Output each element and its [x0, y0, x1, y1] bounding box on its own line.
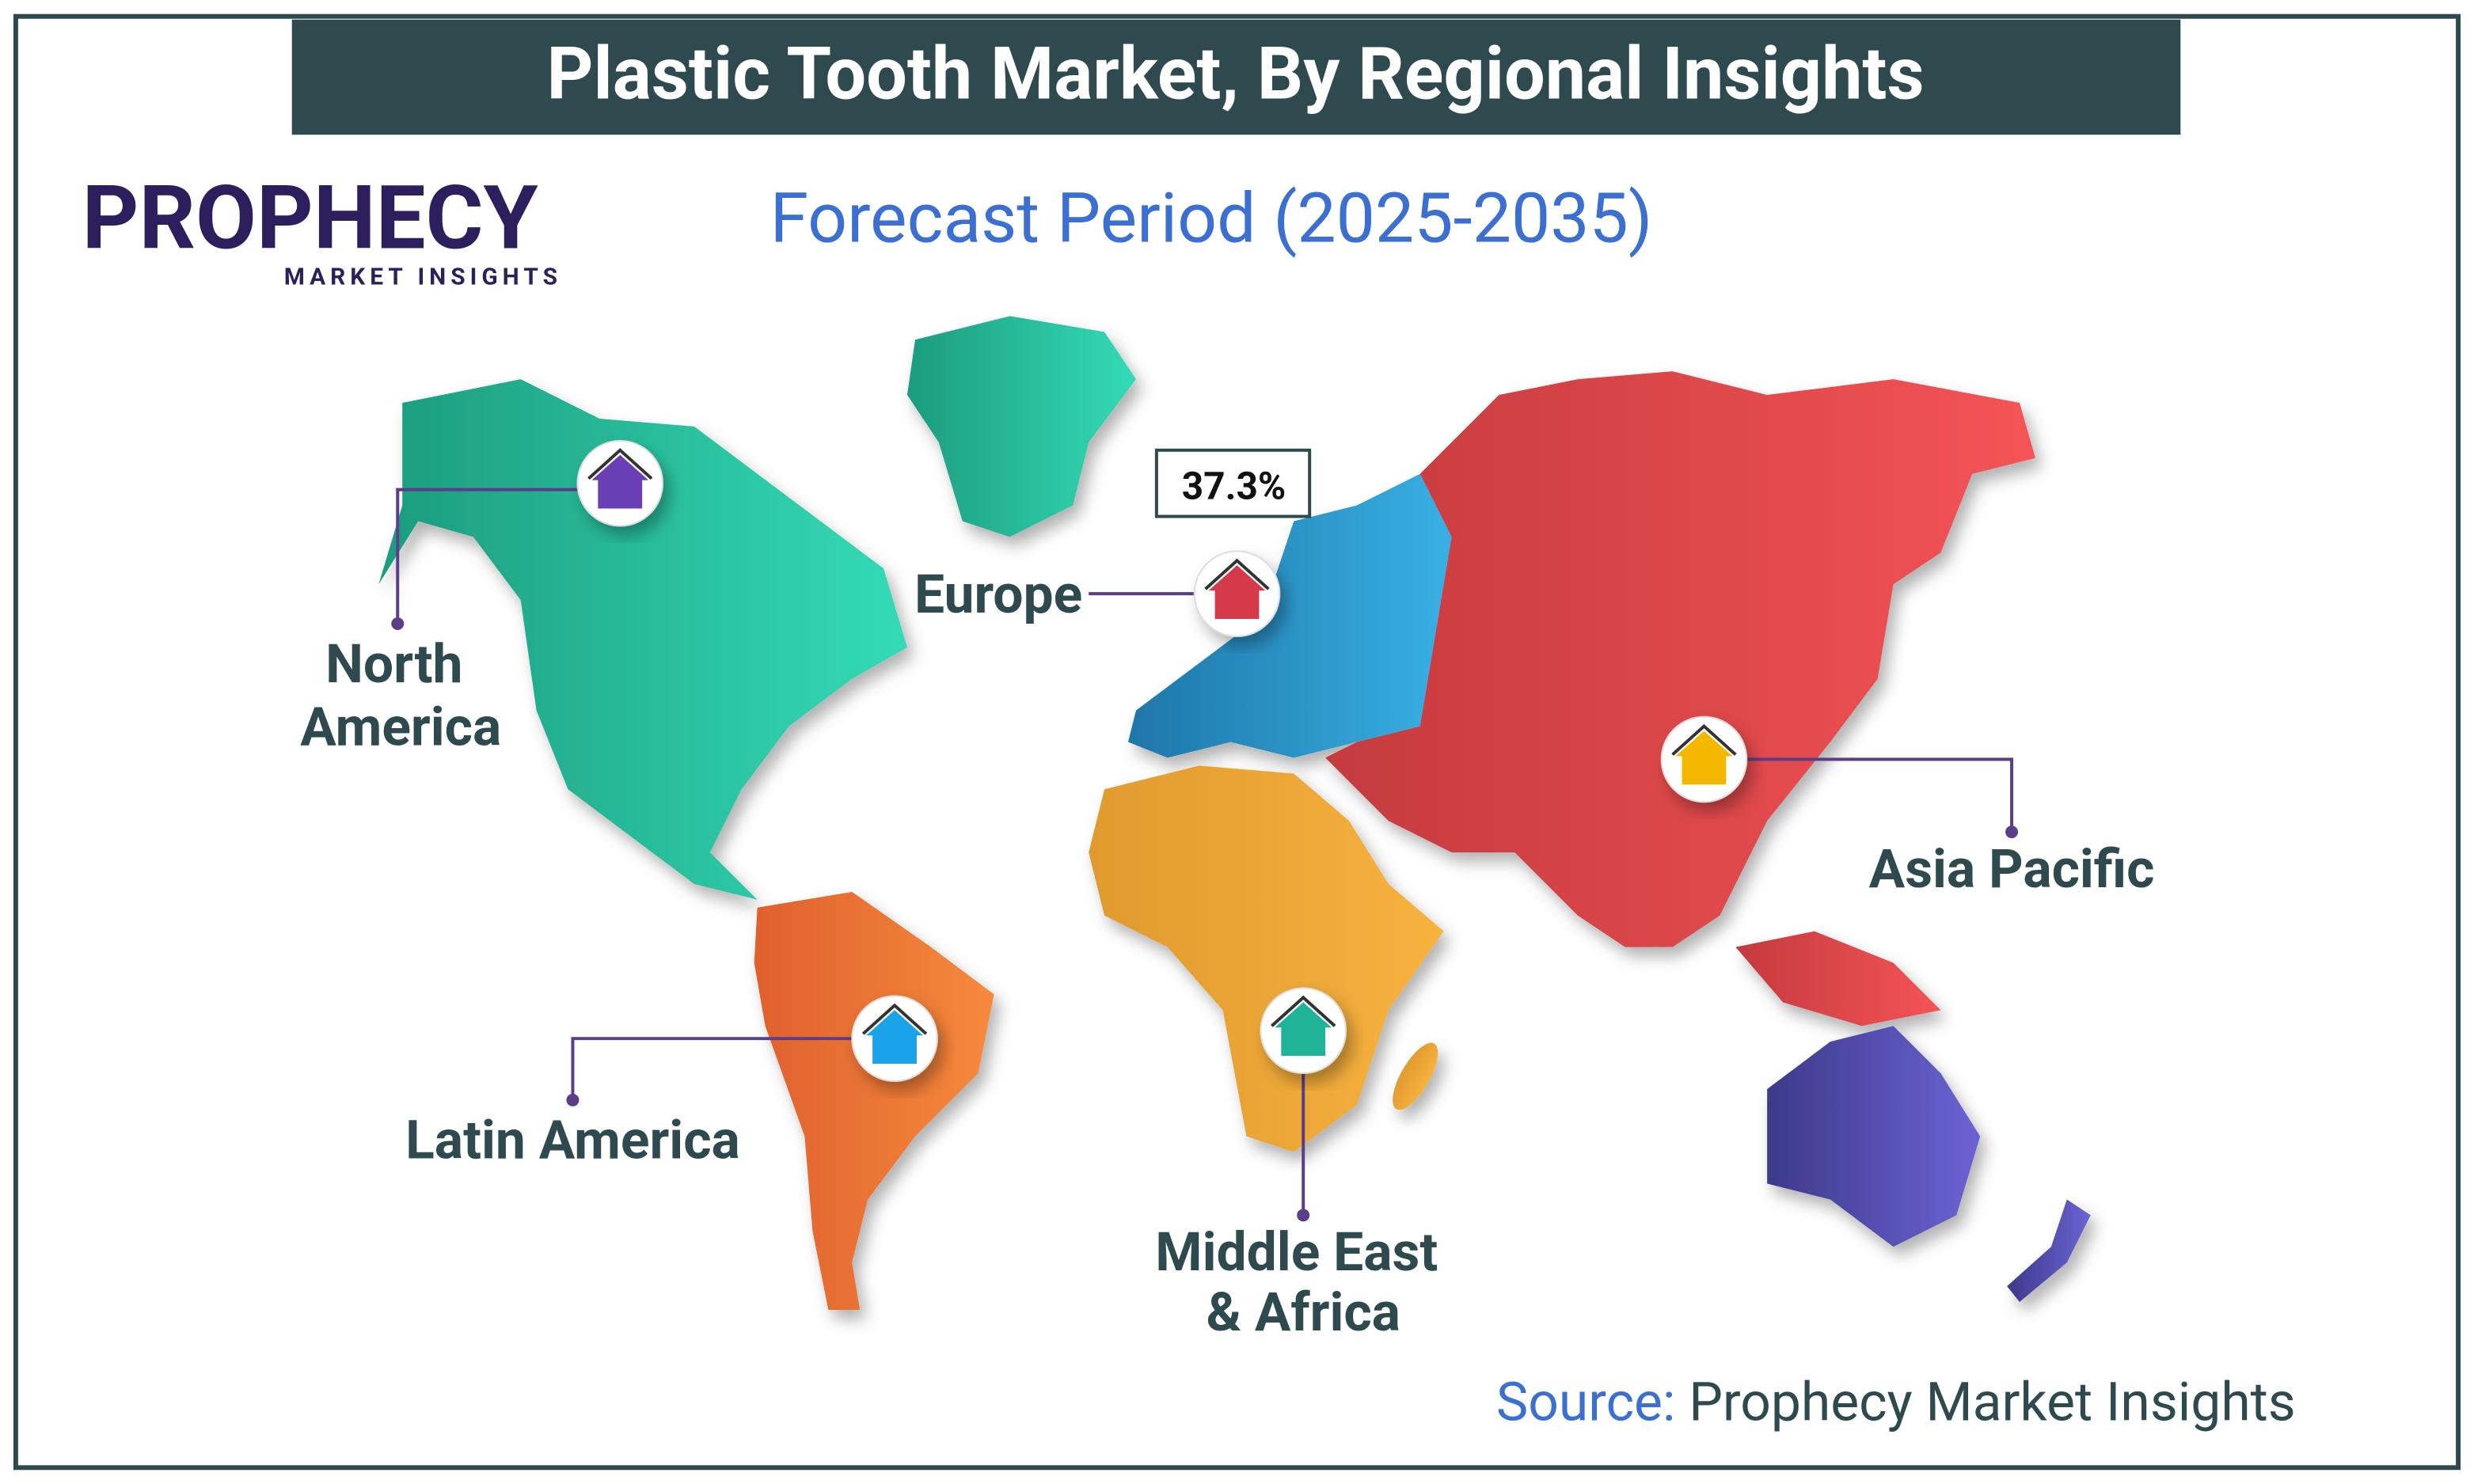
label-line: North	[325, 632, 462, 696]
logo-tagline: MARKET INSIGHTS	[284, 264, 562, 291]
islands-shape	[1735, 931, 1941, 1027]
source: Source: Prophecy Market Insights	[1496, 1370, 2296, 1433]
logo-brand: PROPHECY	[82, 167, 538, 271]
label-line: Middle East	[1155, 1220, 1438, 1284]
madagascar-shape	[1393, 1042, 1438, 1110]
north-america-shape	[378, 379, 907, 900]
connector-dot	[566, 1093, 580, 1106]
marker-roof	[861, 1003, 928, 1035]
label-line: & Africa	[1206, 1281, 1400, 1344]
south-america-shape	[754, 891, 994, 1310]
asia-shape	[1325, 371, 2035, 947]
region-label: North America	[300, 632, 501, 759]
share-callout	[1154, 448, 1312, 518]
new-zealand-shape	[2007, 1199, 2091, 1303]
australia-shape	[1767, 1026, 1981, 1247]
connector-dot	[2005, 825, 2019, 839]
connector	[1743, 757, 2014, 833]
source-text: Prophecy Market Insights	[1689, 1370, 2296, 1433]
marker-roof	[1204, 558, 1270, 590]
marker-icon	[1208, 565, 1266, 620]
title-bar	[291, 19, 2181, 135]
connector-dot	[1297, 1209, 1310, 1222]
connector	[396, 488, 621, 624]
title: Plastic Tooth Market, By Regional Insigh…	[546, 32, 1924, 116]
marker-icon	[866, 1010, 923, 1065]
marker-icon	[591, 454, 649, 509]
marker-roof	[1271, 995, 1336, 1027]
connectors	[391, 488, 2019, 1222]
region-label: Middle East & Africa	[1155, 1220, 1451, 1344]
marker-icon	[1675, 731, 1733, 785]
region-label: Europe	[914, 563, 1082, 626]
markers	[576, 439, 1748, 1082]
label-line: Latin America	[405, 1109, 740, 1172]
connector	[571, 1037, 861, 1100]
source-label: Source:	[1496, 1370, 1675, 1433]
marker-icon	[1275, 1002, 1332, 1057]
label-line: Asia Pacific	[1869, 837, 2155, 901]
share-value: 37.3%	[1182, 465, 1286, 509]
label-line: Europe	[914, 563, 1082, 626]
region-label: Latin America	[405, 1109, 740, 1172]
label-line: America	[300, 695, 501, 758]
europe-shape	[1127, 473, 1452, 758]
map	[378, 316, 2091, 1310]
africa-shape	[1089, 765, 1444, 1152]
subtitle: Forecast Period (2025-2035)	[770, 179, 1653, 260]
marker-roof	[1671, 723, 1737, 756]
marker-roof	[587, 448, 653, 480]
region-label: Asia Pacific	[1869, 837, 2155, 901]
greenland-shape	[906, 316, 1136, 537]
connector-dot	[391, 617, 405, 630]
